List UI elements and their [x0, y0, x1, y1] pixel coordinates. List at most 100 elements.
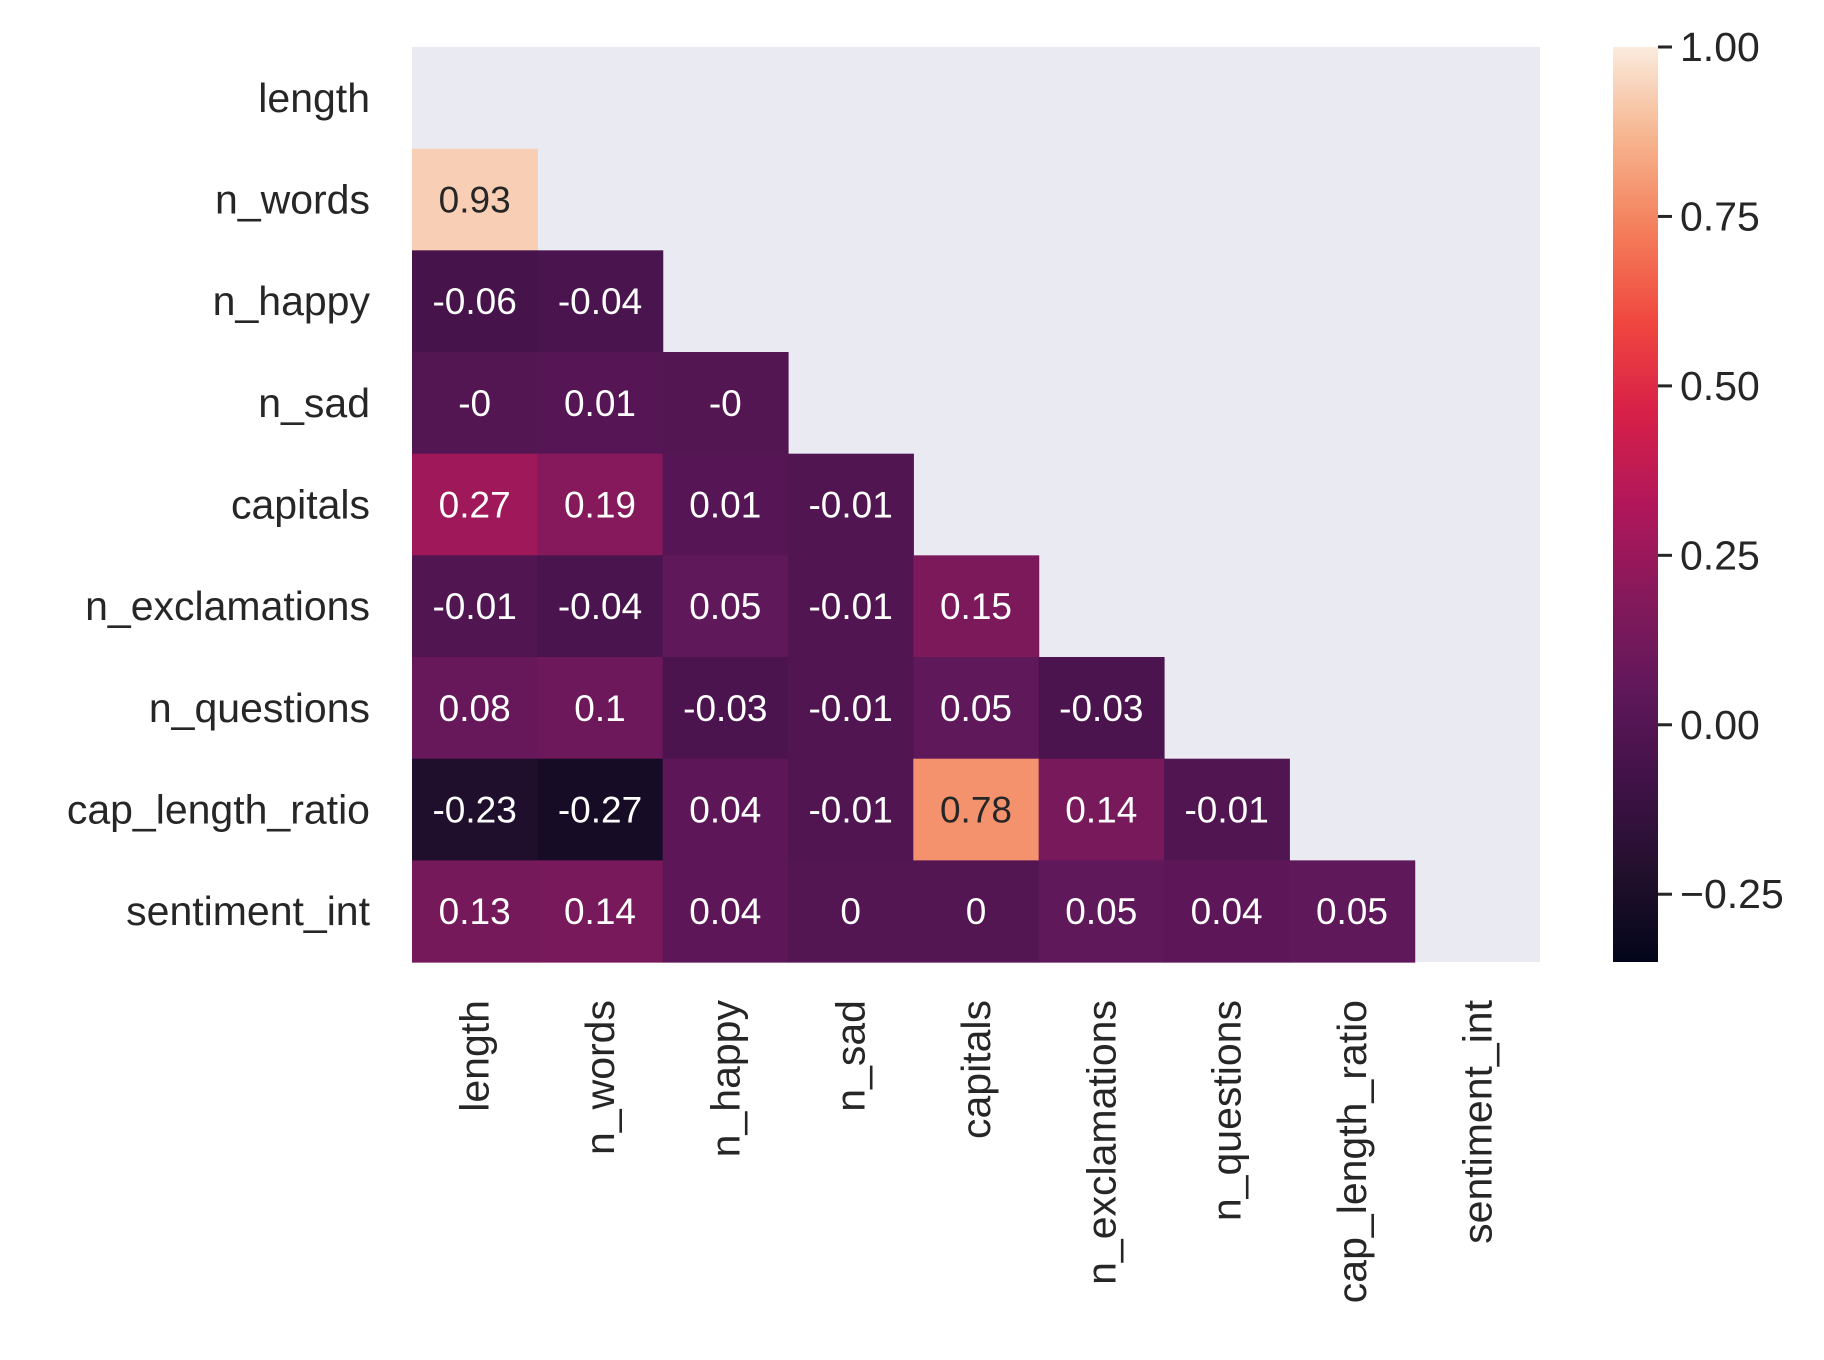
cell-annotation: 0.05: [689, 586, 761, 627]
heatmap-cells: 0.93-0.06 -0.04-0 0.01 -00.27 0.19 0.01 -0.01-…: [412, 148, 1416, 963]
heatmap-cell: [537, 758, 664, 861]
heatmap-cell: [537, 352, 664, 455]
heatmap-cell: [662, 860, 789, 963]
y-tick-label: n_words: [215, 177, 370, 223]
heatmap-cell: [412, 148, 538, 251]
x-tick-label: n_questions: [1204, 1000, 1250, 1221]
y-tick-labels: length n_words n_happy n_sad capitals n_excla…: [67, 75, 371, 934]
cell-annotation: -0.01: [432, 586, 516, 627]
heatmap-cell: [662, 555, 789, 658]
cell-annotation: 0.04: [1191, 891, 1263, 932]
heatmap-cell: [787, 758, 914, 861]
heatmap-cell: [412, 352, 538, 455]
x-tick-labels: length n_words n_happy n_sad capitals n_excla…: [452, 999, 1501, 1303]
heatmap-cell: [1038, 860, 1165, 963]
cell-annotation: 0.14: [564, 891, 636, 932]
cell-annotation: 0.01: [689, 485, 761, 526]
x-tick-label: n_sad: [828, 1000, 874, 1112]
x-tick-label: n_happy: [702, 1000, 748, 1158]
cell-annotation: 0.15: [940, 586, 1012, 627]
y-tick-label: n_happy: [213, 278, 371, 324]
x-tick-label: capitals: [953, 1000, 999, 1139]
cell-annotation: 0.93: [439, 180, 511, 221]
heatmap-cell: [913, 657, 1040, 760]
y-tick-label: n_exclamations: [85, 583, 370, 629]
heatmap-cell: [1038, 657, 1165, 760]
heatmap-cell: [662, 758, 789, 861]
y-tick-label: sentiment_int: [126, 888, 370, 934]
cell-annotation: 0.08: [439, 688, 511, 729]
cell-annotation: -0.04: [558, 281, 642, 322]
cell-annotation: -0.01: [1184, 790, 1268, 831]
cell-annotation: 0.01: [564, 383, 636, 424]
heatmap-cell: [662, 453, 789, 556]
colorbar-tick-label: 0.50: [1680, 363, 1760, 409]
colorbar-tick-label: 0.75: [1680, 193, 1760, 239]
y-tick-label: length: [258, 75, 370, 121]
heatmap-cell: [662, 657, 789, 760]
heatmap-cell: [537, 555, 664, 658]
heatmap-cell: [537, 250, 664, 353]
cell-annotation: 0.1: [574, 688, 625, 729]
cell-annotation: -0: [458, 383, 491, 424]
cell-annotation: 0.05: [1316, 891, 1388, 932]
cell-annotation: 0.05: [940, 688, 1012, 729]
heatmap-cell: [1163, 860, 1290, 963]
cell-annotation: -0.01: [808, 688, 892, 729]
heatmap-cell: [913, 555, 1040, 658]
heatmap-cell: [412, 453, 538, 556]
colorbar: −0.25 0.00 0.25 0.50 0.75 1.00: [1613, 24, 1784, 962]
cell-annotation: 0.13: [439, 891, 511, 932]
heatmap-cell: [412, 758, 538, 861]
heatmap-cell: [662, 352, 789, 455]
x-tick-label: n_words: [577, 1000, 623, 1155]
x-tick-label: n_exclamations: [1078, 1000, 1124, 1285]
cell-annotation: -0.27: [558, 790, 642, 831]
y-tick-label: capitals: [231, 482, 370, 528]
heatmap-cell: [537, 657, 664, 760]
cell-annotation: -0.03: [1059, 688, 1143, 729]
cell-annotation: -0.06: [432, 281, 516, 322]
cell-annotation: 0.19: [564, 485, 636, 526]
heatmap-cell: [412, 860, 538, 963]
cell-annotation: -0.23: [432, 790, 516, 831]
y-tick-label: n_sad: [258, 380, 370, 426]
x-tick-label: cap_length_ratio: [1329, 1000, 1375, 1303]
heatmap-cell: [537, 860, 664, 963]
cell-annotation: -0.04: [558, 586, 642, 627]
heatmap-cell: [412, 250, 538, 353]
cell-annotation: 0.05: [1065, 891, 1137, 932]
x-tick-label: length: [452, 1000, 498, 1112]
heatmap-cell: [412, 657, 538, 760]
y-tick-label: cap_length_ratio: [67, 787, 370, 833]
heatmap-cell: [1038, 758, 1165, 861]
heatmap-cell: [1289, 860, 1416, 963]
cell-annotation: -0.01: [808, 586, 892, 627]
heatmap-cell: [787, 657, 914, 760]
colorbar-tick-label: 0.00: [1680, 702, 1760, 748]
heatmap-cell: [787, 453, 914, 556]
cell-annotation: 0: [840, 891, 861, 932]
heatmap-cell: [787, 860, 914, 963]
cell-annotation: 0.04: [689, 790, 761, 831]
cell-annotation: 0.27: [439, 485, 511, 526]
colorbar-gradient: [1613, 47, 1658, 962]
heatmap-cell: [537, 453, 664, 556]
colorbar-tick-label: 0.25: [1680, 532, 1760, 578]
cell-annotation: 0.14: [1065, 790, 1137, 831]
heatmap-cell: [913, 758, 1040, 861]
heatmap-cell: [787, 555, 914, 658]
y-tick-label: n_questions: [149, 685, 370, 731]
heatmap-cell: [1163, 758, 1290, 861]
cell-annotation: 0.04: [689, 891, 761, 932]
colorbar-tick-label: 1.00: [1680, 24, 1760, 70]
cell-annotation: -0.03: [683, 688, 767, 729]
cell-annotation: 0.78: [940, 790, 1012, 831]
heatmap-cell: [412, 555, 538, 658]
x-tick-label: sentiment_int: [1454, 999, 1500, 1243]
cell-annotation: 0: [966, 891, 987, 932]
cell-annotation: -0.01: [808, 790, 892, 831]
cell-annotation: -0: [709, 383, 742, 424]
colorbar-tick-label: −0.25: [1680, 871, 1784, 917]
